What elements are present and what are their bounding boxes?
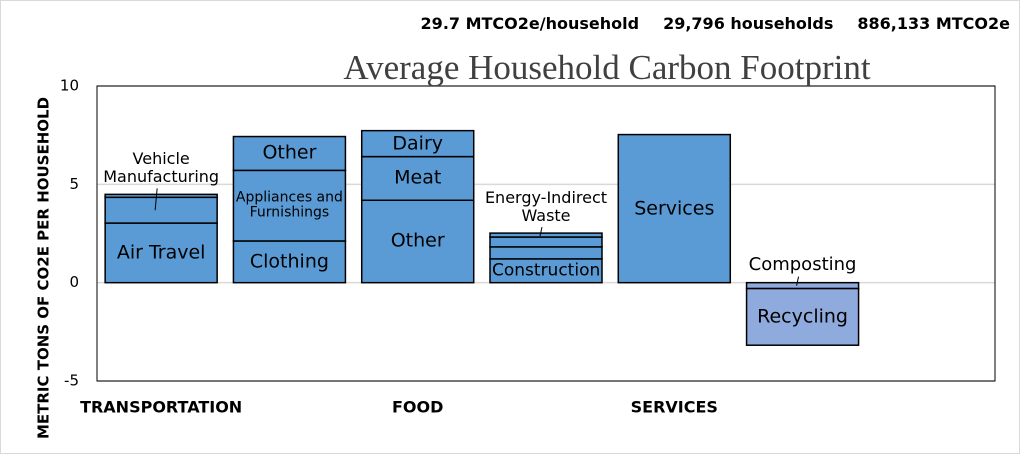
bar-segment — [104, 196, 218, 224]
y-tick-label: -5 — [64, 372, 79, 390]
x-category-label: TRANSPORTATION — [80, 398, 242, 417]
segment-label: Meat — [394, 166, 442, 189]
bar-segment — [489, 236, 603, 248]
bar-segment — [360, 129, 475, 158]
segment-label: Clothing — [249, 250, 329, 273]
leader-line — [154, 188, 158, 211]
bar-segment — [489, 246, 603, 260]
plot-frame — [96, 85, 996, 382]
segment-label: Other — [262, 141, 317, 164]
segment-label: Dairy — [392, 131, 443, 154]
bar-segment — [232, 240, 347, 284]
segment-label: Air Travel — [116, 241, 206, 264]
bar-segment — [232, 135, 347, 172]
segment-label: Recycling — [757, 305, 848, 328]
y-axis-label: METRIC TONS OF CO2E PER HOUSEHOLD — [35, 97, 53, 439]
callout-label: Composting — [748, 253, 857, 275]
stat: 886,133 MTCO2e — [857, 14, 1010, 33]
bar-segment — [745, 287, 860, 346]
x-category-label: SERVICES — [631, 398, 718, 417]
bar-segment — [232, 169, 347, 242]
bar-segment — [360, 199, 475, 284]
bar-segment — [489, 232, 603, 238]
bar-segment — [104, 222, 218, 284]
segment-label: Appliances and Furnishings — [235, 188, 343, 221]
y-tick-label: 0 — [69, 273, 79, 291]
stats: 29.7 MTCO2e/household 29,796 households 88… — [397, 14, 1010, 33]
callout-label: Vehicle Manufacturing — [103, 149, 220, 187]
leader-line — [796, 276, 800, 286]
stat: 29,796 households — [663, 14, 834, 33]
leader-line — [539, 226, 543, 237]
bar-segment — [617, 133, 732, 284]
callout-label: Energy-Indirect Waste — [484, 188, 608, 226]
bar-segment — [360, 155, 475, 202]
chart-title: Average Household Carbon Footprint — [343, 48, 871, 87]
x-category-label: FOOD — [392, 398, 443, 417]
segment-label: Services — [634, 196, 715, 219]
stat: 29.7 MTCO2e/household — [420, 14, 640, 33]
bar-segment — [104, 193, 218, 199]
bar-segment — [745, 281, 860, 290]
y-tick-label: 10 — [60, 77, 79, 95]
segment-label: Other — [390, 229, 445, 252]
segment-label: Construction — [492, 260, 601, 281]
y-tick-label: 5 — [69, 175, 79, 193]
